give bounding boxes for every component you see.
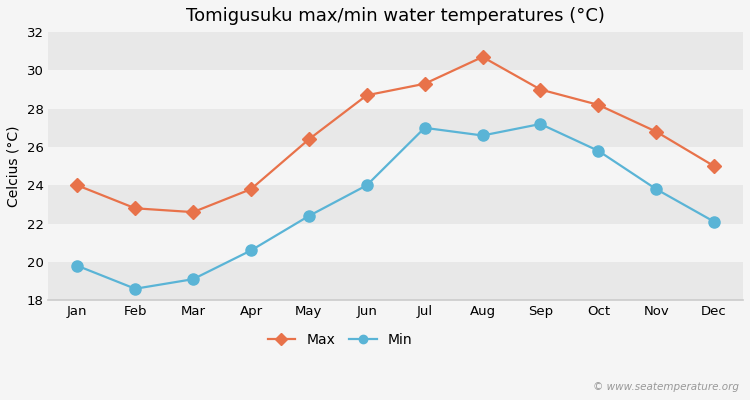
Bar [48, 262, 743, 300]
Bar [48, 147, 743, 185]
Bar [48, 185, 743, 224]
Text: © www.seatemperature.org: © www.seatemperature.org [592, 382, 739, 392]
Title: Tomigusuku max/min water temperatures (°C): Tomigusuku max/min water temperatures (°… [186, 7, 605, 25]
Legend: Max, Min: Max, Min [262, 327, 419, 352]
Bar [48, 32, 743, 70]
Bar [48, 224, 743, 262]
Bar [48, 70, 743, 109]
Y-axis label: Celcius (°C): Celcius (°C) [7, 125, 21, 207]
Bar [48, 109, 743, 147]
